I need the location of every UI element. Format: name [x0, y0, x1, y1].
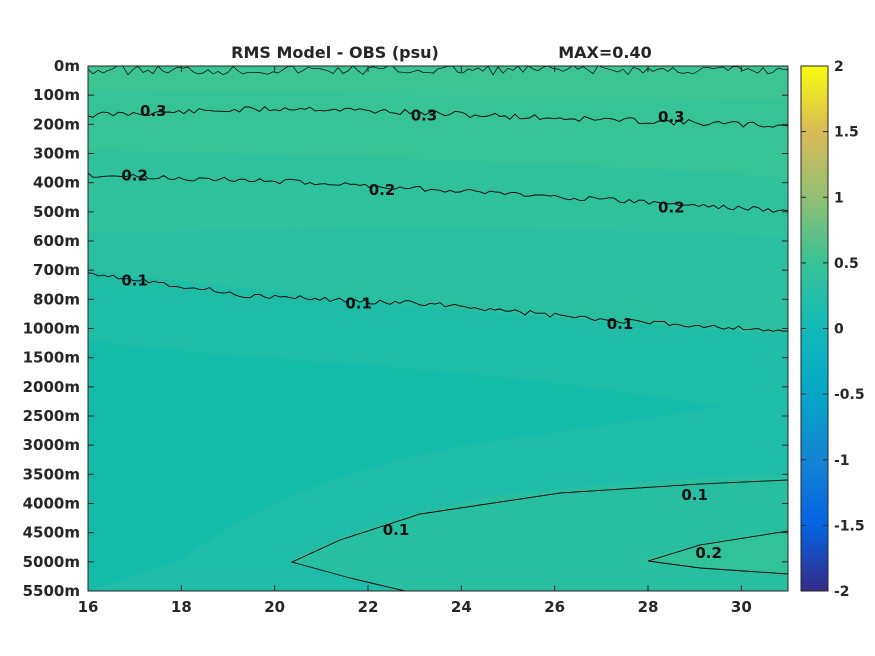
contour-line-0-1-upper [88, 272, 788, 332]
y-tick-label: 4000m [23, 495, 80, 513]
y-tick-label: 5500m [23, 582, 80, 600]
contour-label: 0.1 [121, 271, 148, 289]
x-tick-label: 20 [264, 598, 285, 616]
y-tick-label: 3000m [23, 436, 80, 454]
max-label: MAX=0.40 [558, 43, 652, 62]
contour-label: 0.2 [695, 544, 722, 562]
y-axis: 0m 100m 200m 300m 400m 500m 600m 700m 800m 1000m 1… [23, 57, 788, 600]
y-tick-label: 4500m [23, 524, 80, 542]
y-tick-label: 200m [33, 115, 80, 133]
y-tick-label: 0m [54, 57, 80, 75]
contour-label: 0.1 [383, 521, 410, 539]
contour-label: 0.1 [681, 486, 708, 504]
colorbar-tick-label: 2 [834, 59, 844, 75]
x-tick-label: 24 [451, 598, 472, 616]
y-tick-label: 400m [33, 174, 80, 192]
y-tick-label: 300m [33, 145, 80, 163]
y-tick-label: 600m [33, 232, 80, 250]
contour-label: 0.2 [369, 181, 396, 199]
x-tick-label: 16 [78, 598, 99, 616]
contour-lines [88, 66, 788, 591]
y-tick-label: 1500m [23, 349, 80, 367]
x-tick-label: 18 [171, 598, 192, 616]
y-tick-label: 100m [33, 86, 80, 104]
contour-label: 0.1 [607, 315, 634, 333]
y-tick-label: 2500m [23, 407, 80, 425]
colorbar-tick-label: -2 [834, 584, 850, 600]
y-tick-label: 1000m [23, 320, 80, 338]
colorbar-tick-label: 1 [834, 190, 844, 206]
x-tick-label: 22 [358, 598, 379, 616]
y-tick-label: 2000m [23, 378, 80, 396]
contour-field [88, 66, 788, 591]
contour-labels: 0.3 0.3 0.3 0.2 0.2 0.2 0.1 0.1 0.1 0.1 0.1 0.2 [121, 102, 722, 562]
contour-line-surface [88, 66, 788, 76]
y-tick-label: 3500m [23, 465, 80, 483]
contour-line-0-1-lower [290, 479, 788, 591]
x-tick-label: 28 [638, 598, 659, 616]
y-tick-label: 500m [33, 203, 80, 221]
contour-label: 0.3 [411, 107, 438, 125]
colorbar-tick-label: 0 [834, 322, 844, 338]
contour-label: 0.3 [140, 102, 167, 120]
y-tick-label: 800m [33, 290, 80, 308]
y-tick-label: 5000m [23, 553, 80, 571]
contour-label: 0.2 [121, 166, 148, 184]
chart-title: RMS Model - OBS (psu) [231, 43, 439, 62]
contour-line-0-3 [88, 106, 788, 128]
colorbar-tick-label: 1.5 [834, 125, 859, 141]
colorbar-tick-label: -0.5 [834, 387, 865, 403]
contour-line-0-2 [88, 172, 788, 213]
x-tick-label: 26 [544, 598, 565, 616]
colorbar-tick-label: 0.5 [834, 256, 859, 272]
x-tick-label: 30 [731, 598, 752, 616]
contour-label: 0.2 [658, 198, 685, 216]
colorbar-tick-label: -1.5 [834, 518, 865, 534]
y-tick-label: 700m [33, 261, 80, 279]
contour-label: 0.1 [345, 295, 372, 313]
contour-line-0-2-lower [647, 530, 788, 575]
x-axis: 16 18 20 22 24 26 28 30 [78, 66, 752, 616]
colorbar-tick-label: -1 [834, 453, 850, 469]
colorbar: 2 1.5 1 0.5 0 -0.5 -1 -1.5 -2 [800, 59, 865, 600]
contour-label: 0.3 [658, 108, 685, 126]
